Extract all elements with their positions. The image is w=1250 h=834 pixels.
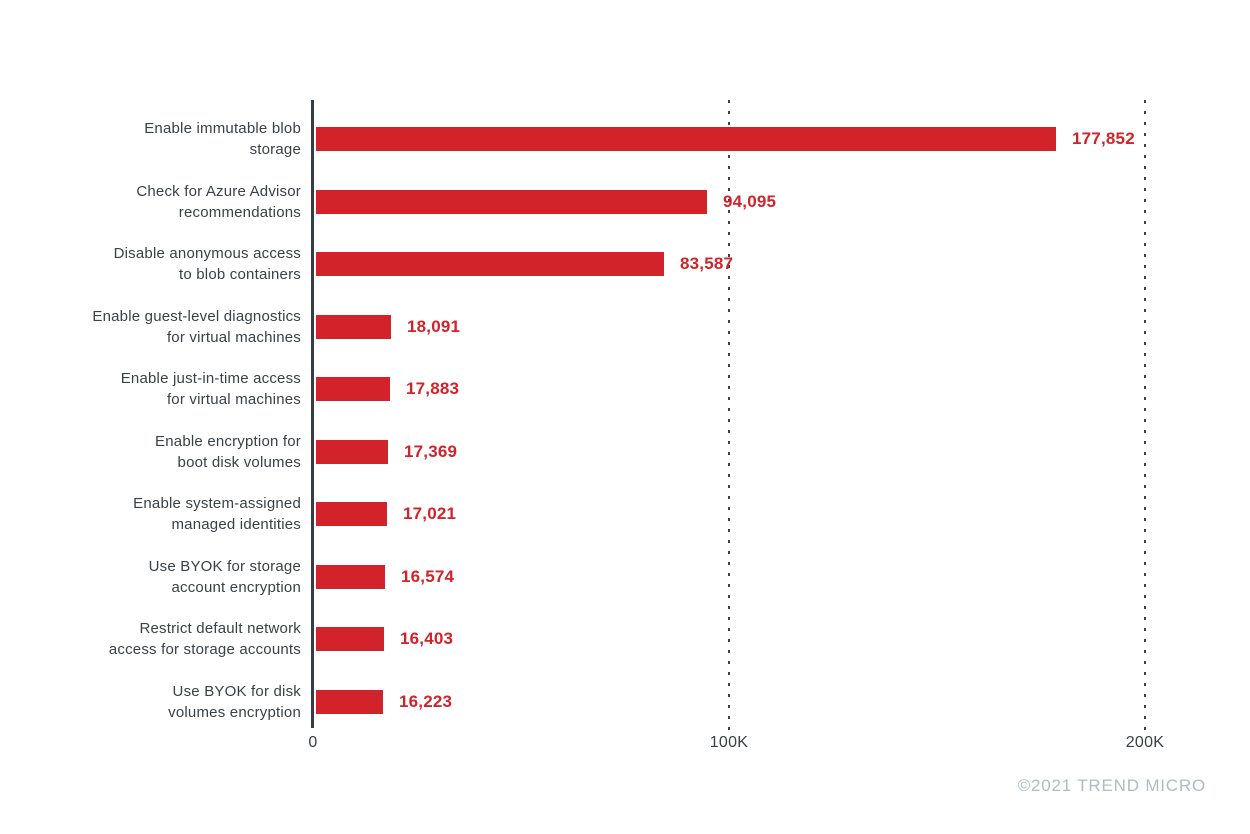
x-axis-tick-label-100k: 100K: [709, 734, 749, 751]
copyright-credit: ©2021 TREND MICRO: [1017, 776, 1206, 795]
category-label: Enable immutable blob storage: [144, 120, 301, 159]
bar: [316, 189, 707, 214]
bar: [316, 627, 384, 652]
bar: [316, 127, 1056, 152]
bar-value-label: 16,223: [399, 691, 453, 711]
category-label: Use BYOK for disk volumes encryption: [168, 682, 301, 721]
bar-value-label: 177,852: [1072, 129, 1135, 149]
bar-value-label: 17,369: [404, 441, 458, 461]
category-label: Disable anonymous access to blob contain…: [113, 245, 301, 284]
category-label: Use BYOK for storage account encryption: [148, 557, 301, 596]
gridline-100k: [728, 100, 730, 732]
bar-value-label: 18,091: [407, 316, 461, 336]
gridline-200k: [1144, 100, 1146, 732]
bar-value-label: 94,095: [723, 191, 777, 211]
bar-value-label: 17,883: [406, 379, 460, 399]
bar-value-label: 16,403: [400, 629, 454, 649]
category-label: Enable system-assigned managed identitie…: [133, 495, 301, 534]
x-axis-tick-label-0: 0: [308, 734, 318, 751]
bar-value-label: 17,021: [403, 504, 457, 524]
bar: [316, 252, 664, 277]
category-label: Enable guest-level diagnostics for virtu…: [92, 307, 301, 346]
bar: [316, 689, 383, 714]
bar-value-label: 83,587: [680, 254, 734, 274]
x-axis-tick-label-200k: 200K: [1125, 734, 1165, 751]
bar: [316, 314, 391, 339]
bar: [316, 502, 387, 527]
category-label: Enable just-in-time access for virtual m…: [120, 370, 301, 409]
category-label: Enable encryption for boot disk volumes: [155, 432, 301, 471]
bar-value-label: 16,574: [401, 566, 455, 586]
bar: [316, 439, 388, 464]
category-label: Restrict default network access for stor…: [108, 620, 301, 659]
y-axis-line: [311, 100, 314, 728]
bar: [316, 564, 385, 589]
bar: [316, 377, 390, 402]
category-label: Check for Azure Advisor recommendations: [136, 182, 301, 221]
